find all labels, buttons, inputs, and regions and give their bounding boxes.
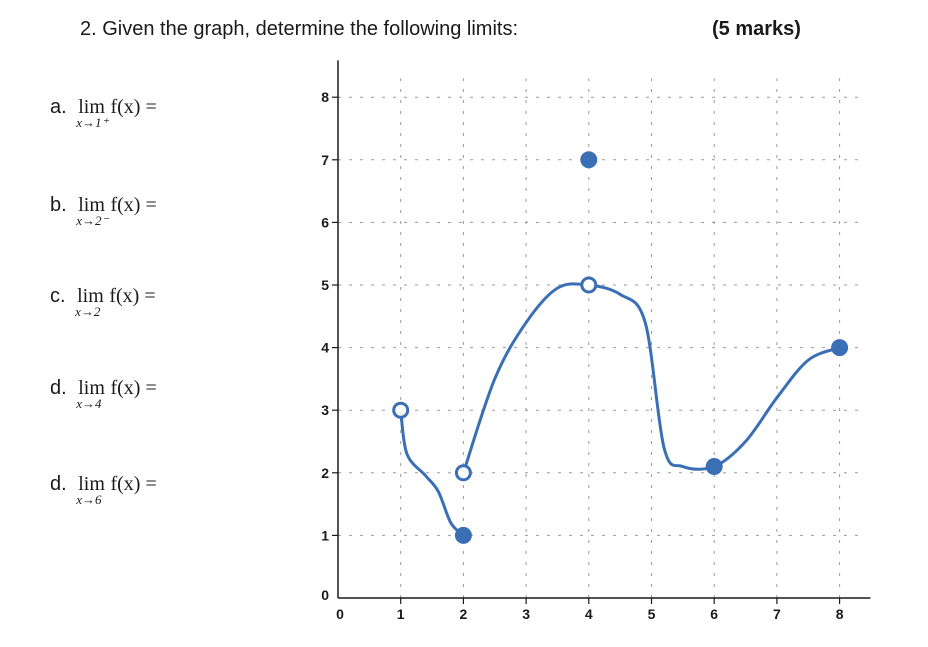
limit-expression: f(x) =: [110, 96, 157, 118]
function-curve: [399, 408, 465, 537]
y-tick-label: 3: [321, 402, 329, 418]
lim-approach: x→2: [75, 304, 101, 319]
limit-expression: f(x) =: [109, 285, 156, 307]
x-tick-label: 7: [773, 606, 781, 622]
lim-approach: x→6: [76, 492, 102, 507]
y-tick-label: 4: [321, 340, 329, 356]
lim-approach: x→4: [76, 396, 102, 411]
marks-label: (5 marks): [712, 18, 801, 40]
part-a: a. lim x→1⁺ f(x) =: [50, 96, 157, 130]
lim-operator: lim x→6: [76, 473, 105, 507]
x-tick-label: 4: [585, 606, 593, 622]
open-point: [392, 401, 410, 419]
lim-operator: lim x→4: [76, 377, 105, 411]
part-label: c.: [50, 285, 66, 307]
open-point: [580, 276, 598, 294]
closed-point: [705, 458, 723, 476]
x-tick-label: 0: [336, 606, 344, 622]
part-c: c. lim x→2 f(x) =: [50, 285, 156, 319]
y-tick-label: 6: [321, 214, 329, 230]
x-tick-label: 8: [836, 606, 844, 622]
lim-operator: lim x→1⁺: [76, 96, 109, 130]
part-d1: d. lim x→4 f(x) =: [50, 377, 157, 411]
question-title: 2. Given the graph, determine the follow…: [80, 18, 518, 40]
part-d2: d. lim x→6 f(x) =: [50, 473, 157, 507]
x-tick-label: 5: [648, 606, 656, 622]
y-tick-label: 5: [321, 277, 329, 293]
part-label: a.: [50, 96, 67, 118]
x-tick-label: 1: [397, 606, 405, 622]
part-label: b.: [50, 194, 67, 216]
x-tick-label: 2: [460, 606, 468, 622]
y-tick-label: 7: [321, 152, 329, 168]
x-tick-label: 3: [522, 606, 530, 622]
lim-operator: lim x→2⁻: [76, 194, 109, 228]
limit-expression: f(x) =: [110, 377, 157, 399]
closed-point: [580, 151, 598, 169]
lim-approach: x→1⁺: [76, 115, 109, 130]
y-tick-label: 0: [321, 587, 329, 603]
closed-point: [454, 526, 472, 544]
lim-operator: lim x→2: [75, 285, 104, 319]
part-label: d.: [50, 473, 67, 495]
part-label: d.: [50, 377, 67, 399]
limit-expression: f(x) =: [110, 194, 157, 216]
limit-expression: f(x) =: [110, 473, 157, 495]
x-tick-label: 6: [710, 606, 718, 622]
closed-point: [831, 339, 849, 357]
y-tick-label: 1: [321, 527, 329, 543]
y-tick-label: 8: [321, 89, 329, 105]
y-tick-label: 2: [321, 465, 329, 481]
function-curve: [461, 282, 842, 475]
part-b: b. lim x→2⁻ f(x) =: [50, 194, 157, 228]
open-point: [454, 464, 472, 482]
lim-approach: x→2⁻: [76, 213, 109, 228]
